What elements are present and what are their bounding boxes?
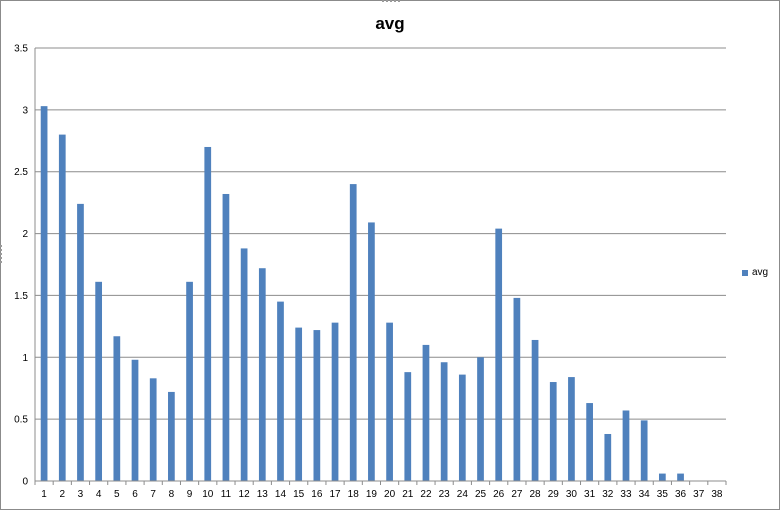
bar: [40, 106, 48, 481]
x-tick-label: 36: [675, 489, 687, 500]
x-tick-label: 12: [239, 489, 251, 500]
bar: [640, 420, 648, 481]
bar: [131, 359, 139, 481]
legend-label: avg: [752, 267, 769, 278]
x-tick-label: 38: [711, 489, 723, 500]
bar: [568, 377, 575, 481]
x-tick-label: 26: [493, 489, 505, 500]
bar: [440, 362, 448, 481]
y-tick-label: 2.5: [14, 167, 28, 178]
bar: [77, 203, 84, 481]
bar: [386, 322, 393, 481]
x-tick-label: 32: [602, 489, 614, 500]
x-tick-label: 17: [329, 489, 341, 500]
x-tick-label: 22: [420, 489, 432, 500]
y-tick-label: 2: [22, 229, 28, 240]
x-tick-label: 10: [202, 489, 214, 500]
resize-handle-left[interactable]: [0, 245, 5, 263]
bar: [477, 357, 484, 481]
bar: [658, 473, 666, 481]
x-tick-label: 16: [311, 489, 323, 500]
x-tick-label: 31: [584, 489, 596, 500]
bar: [113, 336, 121, 481]
chart-title: avg: [375, 14, 405, 33]
x-tick-label: 33: [620, 489, 632, 500]
y-tick-label: 0: [22, 477, 28, 488]
x-tick-label: 24: [457, 489, 469, 500]
bar: [586, 403, 593, 481]
y-tick-label: 1: [22, 353, 28, 364]
x-tick-label: 9: [187, 489, 193, 500]
bar: [186, 281, 193, 481]
bar: [258, 268, 266, 481]
x-tick-label: 4: [96, 489, 102, 500]
x-tick-label: 27: [511, 489, 523, 500]
x-tick-label: 11: [221, 489, 232, 500]
x-tick-label: 37: [693, 489, 705, 500]
bar: [204, 146, 212, 481]
x-tick-label: 3: [78, 489, 84, 500]
bar: [422, 344, 430, 481]
y-tick-label: 3: [22, 105, 28, 116]
x-tick-label: 30: [566, 489, 578, 500]
bar: [58, 134, 66, 481]
bar: [295, 327, 303, 481]
bar: [168, 391, 175, 481]
bar: [495, 228, 503, 481]
bar: [604, 433, 612, 481]
bar: [95, 281, 103, 481]
bar: [349, 184, 357, 482]
x-tick-label: 21: [402, 489, 414, 500]
bar: [222, 193, 230, 482]
bar: [277, 301, 284, 481]
bar: [331, 322, 339, 481]
bar: [368, 222, 375, 482]
x-tick-label: 18: [348, 489, 360, 500]
bar: [677, 473, 684, 481]
resize-handle-top[interactable]: [382, 0, 400, 5]
x-tick-label: 7: [150, 489, 156, 500]
x-tick-label: 28: [530, 489, 542, 500]
bar: [404, 372, 412, 481]
bar: [149, 378, 157, 481]
bar: [313, 330, 321, 481]
y-tick-label: 0.5: [14, 415, 28, 426]
bar: [513, 297, 521, 481]
x-tick-label: 1: [41, 489, 47, 500]
x-tick-label: 35: [657, 489, 669, 500]
x-tick-label: 13: [257, 489, 269, 500]
x-tick-label: 34: [639, 489, 651, 500]
x-tick-label: 6: [132, 489, 138, 500]
y-tick-label: 3.5: [14, 44, 28, 55]
bar: [531, 339, 539, 481]
bar: [622, 410, 630, 481]
x-tick-label: 5: [114, 489, 120, 500]
x-tick-label: 20: [384, 489, 396, 500]
y-tick-label: 1.5: [14, 291, 28, 302]
x-tick-label: 8: [169, 489, 175, 500]
x-tick-label: 29: [548, 489, 560, 500]
x-tick-label: 19: [366, 489, 378, 500]
bar: [240, 248, 248, 481]
bar: [549, 382, 557, 481]
x-tick-label: 15: [293, 489, 305, 500]
x-tick-label: 2: [59, 489, 65, 500]
x-tick-label: 25: [475, 489, 487, 500]
x-tick-label: 23: [439, 489, 451, 500]
x-tick-label: 14: [275, 489, 287, 500]
legend-swatch: [742, 269, 748, 276]
bar: [458, 374, 466, 481]
legend: avg: [742, 267, 768, 278]
